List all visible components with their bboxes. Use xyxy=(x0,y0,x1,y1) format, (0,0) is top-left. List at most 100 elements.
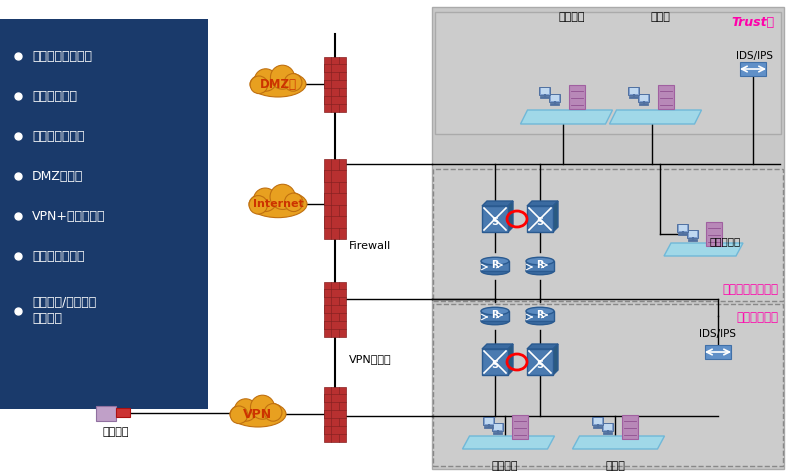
Polygon shape xyxy=(553,201,558,232)
FancyBboxPatch shape xyxy=(96,406,116,421)
Ellipse shape xyxy=(481,317,509,325)
FancyBboxPatch shape xyxy=(324,159,346,239)
FancyBboxPatch shape xyxy=(324,386,346,441)
Circle shape xyxy=(284,73,302,91)
FancyBboxPatch shape xyxy=(640,95,648,100)
Circle shape xyxy=(255,69,277,91)
Ellipse shape xyxy=(250,71,306,97)
FancyBboxPatch shape xyxy=(435,12,781,134)
Text: 远程终端: 远程终端 xyxy=(102,427,129,437)
Text: 双因素认证: 双因素认证 xyxy=(709,236,741,246)
Text: 局域网访问控制: 局域网访问控制 xyxy=(32,129,84,143)
Text: 业务系统: 业务系统 xyxy=(559,12,585,22)
Text: S: S xyxy=(537,360,544,370)
Ellipse shape xyxy=(526,307,554,315)
Circle shape xyxy=(230,406,247,424)
Circle shape xyxy=(264,403,282,421)
Ellipse shape xyxy=(526,267,554,275)
FancyBboxPatch shape xyxy=(658,85,674,109)
Polygon shape xyxy=(664,243,743,256)
Ellipse shape xyxy=(249,191,307,218)
FancyBboxPatch shape xyxy=(0,19,208,409)
FancyBboxPatch shape xyxy=(687,230,698,238)
Ellipse shape xyxy=(481,257,509,265)
FancyBboxPatch shape xyxy=(482,349,508,375)
Circle shape xyxy=(251,395,274,419)
Polygon shape xyxy=(573,436,664,449)
Text: R: R xyxy=(537,310,544,320)
Text: IDS/IPS: IDS/IPS xyxy=(700,329,737,339)
Ellipse shape xyxy=(481,307,509,315)
Ellipse shape xyxy=(481,267,509,275)
Text: S: S xyxy=(537,217,544,227)
FancyBboxPatch shape xyxy=(638,94,649,102)
FancyBboxPatch shape xyxy=(604,424,612,429)
Polygon shape xyxy=(527,344,558,349)
Polygon shape xyxy=(527,201,558,206)
FancyBboxPatch shape xyxy=(484,417,495,425)
FancyBboxPatch shape xyxy=(594,418,602,423)
Text: Trust区: Trust区 xyxy=(732,16,775,29)
Text: 业务系统管理节点: 业务系统管理节点 xyxy=(722,283,778,296)
Polygon shape xyxy=(463,436,555,449)
FancyBboxPatch shape xyxy=(433,169,783,301)
Polygon shape xyxy=(482,344,513,349)
Text: 网络设备安全: 网络设备安全 xyxy=(32,90,77,102)
Text: R: R xyxy=(537,260,544,270)
Circle shape xyxy=(249,196,267,214)
Text: 网络基础架构优化: 网络基础架构优化 xyxy=(32,49,92,63)
FancyBboxPatch shape xyxy=(705,345,731,359)
FancyBboxPatch shape xyxy=(526,261,554,271)
Text: 业务系统: 业务系统 xyxy=(492,461,519,471)
Polygon shape xyxy=(508,344,513,375)
Text: 防病毒: 防病毒 xyxy=(605,461,625,471)
Text: 入侵检测/入侵保护: 入侵检测/入侵保护 xyxy=(32,297,96,310)
FancyBboxPatch shape xyxy=(603,423,614,431)
FancyBboxPatch shape xyxy=(324,282,346,337)
FancyBboxPatch shape xyxy=(116,408,130,417)
Ellipse shape xyxy=(230,401,286,427)
FancyBboxPatch shape xyxy=(324,56,346,111)
FancyBboxPatch shape xyxy=(485,418,493,423)
Circle shape xyxy=(270,184,296,210)
Text: S: S xyxy=(492,360,499,370)
Polygon shape xyxy=(553,344,558,375)
FancyBboxPatch shape xyxy=(569,85,585,109)
Circle shape xyxy=(284,193,303,211)
FancyBboxPatch shape xyxy=(689,231,697,237)
FancyBboxPatch shape xyxy=(527,349,553,375)
FancyBboxPatch shape xyxy=(481,311,509,321)
Text: VPN+双因素认证: VPN+双因素认证 xyxy=(32,210,106,222)
FancyBboxPatch shape xyxy=(512,415,528,439)
FancyBboxPatch shape xyxy=(481,261,509,271)
FancyBboxPatch shape xyxy=(540,87,551,95)
Polygon shape xyxy=(482,201,513,206)
Text: VPN: VPN xyxy=(243,408,273,420)
Text: 其他业务系统: 其他业务系统 xyxy=(736,311,778,324)
FancyBboxPatch shape xyxy=(526,311,554,321)
Text: R: R xyxy=(491,310,499,320)
FancyBboxPatch shape xyxy=(433,304,783,466)
Text: DMZ区隔离: DMZ区隔离 xyxy=(32,170,84,182)
Polygon shape xyxy=(508,201,513,232)
FancyBboxPatch shape xyxy=(551,95,559,100)
FancyBboxPatch shape xyxy=(678,224,689,232)
FancyBboxPatch shape xyxy=(706,222,722,246)
FancyBboxPatch shape xyxy=(622,415,638,439)
FancyBboxPatch shape xyxy=(593,417,604,425)
Text: 集中网络防病毒: 集中网络防病毒 xyxy=(32,249,84,263)
FancyBboxPatch shape xyxy=(482,206,508,232)
Text: IDS/IPS: IDS/IPS xyxy=(737,51,774,61)
Text: R: R xyxy=(491,260,499,270)
FancyBboxPatch shape xyxy=(629,87,640,95)
Polygon shape xyxy=(609,110,701,124)
FancyBboxPatch shape xyxy=(630,88,638,93)
Circle shape xyxy=(250,76,268,93)
FancyBboxPatch shape xyxy=(494,424,502,429)
Circle shape xyxy=(270,65,295,89)
Text: VPN服务器: VPN服务器 xyxy=(349,354,392,364)
Ellipse shape xyxy=(526,317,554,325)
FancyBboxPatch shape xyxy=(432,7,784,469)
FancyBboxPatch shape xyxy=(740,62,766,76)
Circle shape xyxy=(254,188,277,211)
